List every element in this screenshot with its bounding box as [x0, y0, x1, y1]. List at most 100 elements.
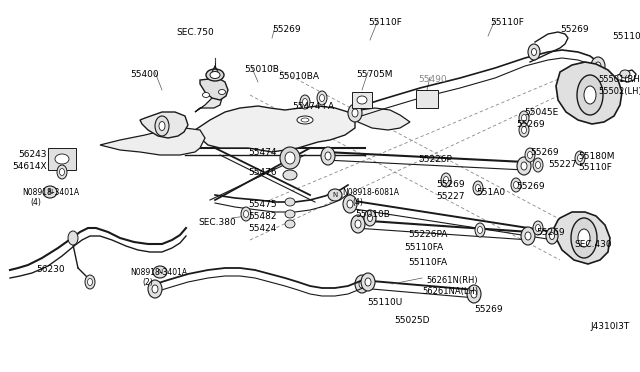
Ellipse shape	[285, 152, 295, 164]
Ellipse shape	[522, 126, 527, 134]
Ellipse shape	[444, 176, 449, 183]
Ellipse shape	[317, 91, 327, 105]
Text: J4310I3T: J4310I3T	[590, 322, 629, 331]
Text: 55269: 55269	[536, 228, 564, 237]
Ellipse shape	[285, 220, 295, 228]
Text: 55010BA: 55010BA	[278, 72, 319, 81]
Text: N08918-3401A: N08918-3401A	[130, 268, 187, 277]
Text: N: N	[332, 192, 338, 198]
Ellipse shape	[577, 75, 603, 115]
Text: 55476: 55476	[248, 168, 276, 177]
Ellipse shape	[527, 151, 532, 158]
Ellipse shape	[546, 228, 558, 244]
Ellipse shape	[352, 109, 358, 117]
Ellipse shape	[528, 44, 540, 60]
Ellipse shape	[477, 227, 483, 234]
Text: 55227: 55227	[548, 160, 577, 169]
Ellipse shape	[578, 229, 590, 247]
Text: 55226P: 55226P	[418, 155, 452, 164]
Text: 55424: 55424	[248, 224, 276, 233]
Text: 55502(LH): 55502(LH)	[598, 87, 640, 96]
Ellipse shape	[575, 151, 585, 165]
Ellipse shape	[361, 273, 375, 291]
Text: (2): (2)	[142, 278, 153, 287]
Text: 55705M: 55705M	[356, 70, 392, 79]
Ellipse shape	[355, 220, 361, 228]
Ellipse shape	[301, 118, 309, 122]
Text: 551A0: 551A0	[476, 188, 505, 197]
Text: 54614X: 54614X	[12, 162, 47, 171]
Text: 55474: 55474	[248, 148, 276, 157]
Ellipse shape	[55, 154, 69, 164]
Text: 55110F: 55110F	[612, 32, 640, 41]
Text: 55269: 55269	[560, 25, 589, 34]
Ellipse shape	[476, 185, 481, 192]
Text: N08918-6081A: N08918-6081A	[342, 188, 399, 197]
Ellipse shape	[513, 182, 518, 189]
Ellipse shape	[471, 290, 477, 298]
Text: 55045E: 55045E	[524, 108, 558, 117]
Text: 55010B: 55010B	[244, 65, 279, 74]
Ellipse shape	[321, 147, 335, 165]
Ellipse shape	[571, 218, 597, 258]
Ellipse shape	[283, 170, 297, 180]
Polygon shape	[140, 112, 188, 138]
Polygon shape	[195, 95, 222, 112]
Text: 55110F: 55110F	[368, 18, 402, 27]
Ellipse shape	[519, 123, 529, 137]
Ellipse shape	[325, 152, 331, 160]
Ellipse shape	[357, 96, 367, 104]
Ellipse shape	[521, 162, 527, 170]
Ellipse shape	[300, 95, 310, 109]
Text: 55227: 55227	[436, 192, 465, 201]
Polygon shape	[348, 108, 410, 130]
Ellipse shape	[243, 211, 248, 218]
Text: 55226PA: 55226PA	[408, 230, 447, 239]
Ellipse shape	[202, 93, 209, 97]
Text: 55475: 55475	[248, 200, 276, 209]
Ellipse shape	[280, 147, 300, 169]
Ellipse shape	[620, 70, 630, 78]
Ellipse shape	[577, 154, 582, 161]
Ellipse shape	[364, 210, 376, 226]
Text: 56243: 56243	[18, 150, 47, 159]
Ellipse shape	[328, 189, 342, 201]
Ellipse shape	[365, 278, 371, 286]
Ellipse shape	[155, 116, 169, 136]
Ellipse shape	[343, 195, 357, 213]
Ellipse shape	[467, 285, 481, 303]
Text: 55490: 55490	[418, 75, 447, 84]
Text: 55269: 55269	[272, 25, 301, 34]
Ellipse shape	[43, 186, 57, 198]
Ellipse shape	[536, 161, 541, 169]
Ellipse shape	[348, 104, 362, 122]
Ellipse shape	[148, 280, 162, 298]
Polygon shape	[200, 78, 228, 100]
Ellipse shape	[522, 115, 527, 122]
Polygon shape	[554, 212, 610, 264]
Ellipse shape	[525, 148, 535, 162]
Text: (4): (4)	[352, 198, 363, 207]
Ellipse shape	[85, 275, 95, 289]
Text: 55269: 55269	[516, 120, 545, 129]
Text: SEC.750: SEC.750	[176, 28, 214, 37]
Text: 55501(RH): 55501(RH)	[598, 75, 640, 84]
Ellipse shape	[57, 165, 67, 179]
Text: 55474+A: 55474+A	[292, 102, 334, 111]
Text: 56261NA(LH): 56261NA(LH)	[422, 287, 478, 296]
Ellipse shape	[351, 215, 365, 233]
Ellipse shape	[517, 157, 531, 175]
Text: 55269: 55269	[474, 305, 502, 314]
Ellipse shape	[533, 221, 543, 235]
Ellipse shape	[511, 178, 521, 192]
Ellipse shape	[591, 57, 605, 75]
Ellipse shape	[359, 280, 365, 288]
Ellipse shape	[531, 48, 536, 55]
Text: 56230: 56230	[36, 265, 65, 274]
Ellipse shape	[473, 181, 483, 195]
Text: 55400: 55400	[130, 70, 159, 79]
Polygon shape	[100, 128, 205, 155]
Ellipse shape	[153, 266, 167, 278]
Text: 55180M: 55180M	[578, 152, 614, 161]
Ellipse shape	[521, 227, 535, 245]
